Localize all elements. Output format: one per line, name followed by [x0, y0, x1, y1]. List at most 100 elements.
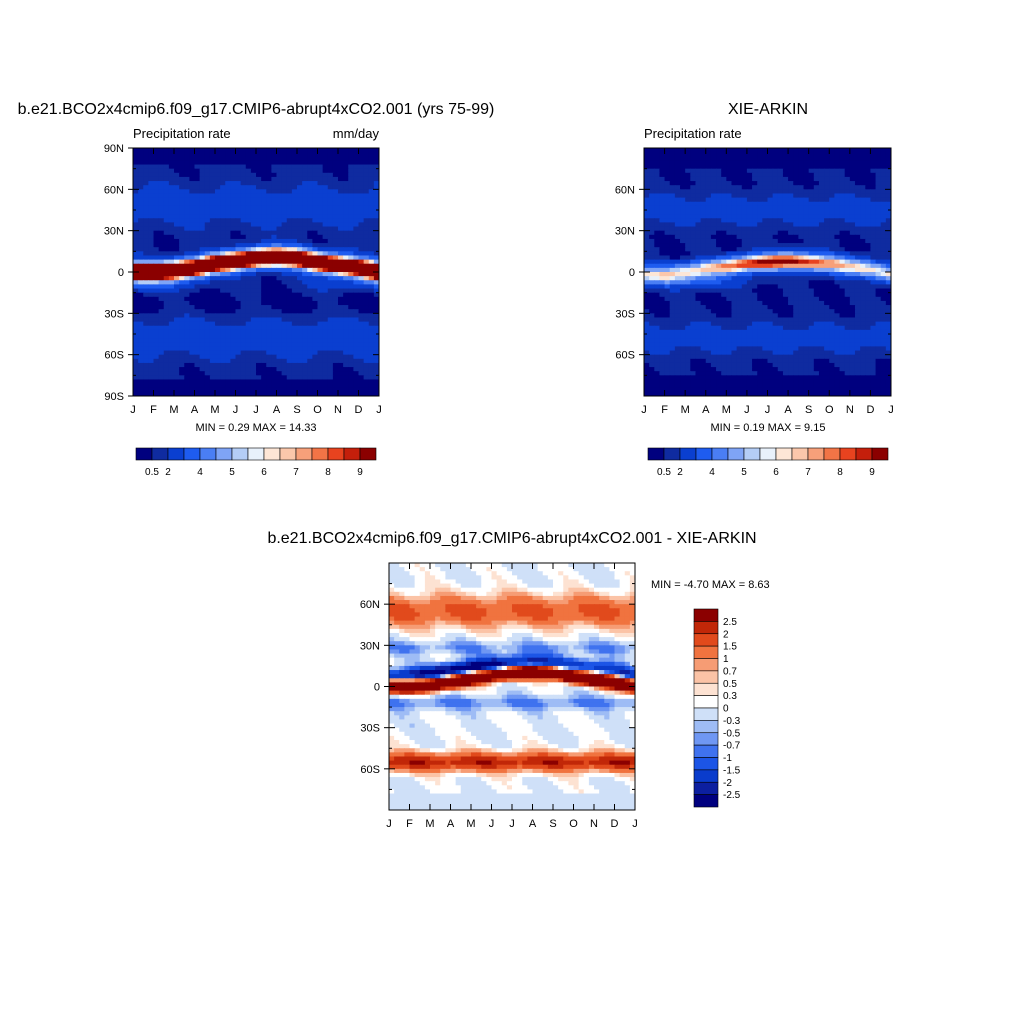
panel-model-cell: [225, 197, 231, 203]
colorbar-model-swatch: [343, 447, 361, 461]
panel-model-cell: [291, 255, 298, 261]
panel-model-cell: [286, 238, 293, 244]
panel-obs-cell: [798, 230, 805, 236]
panel-model-cell: [286, 321, 293, 327]
panel-model-cell: [312, 342, 319, 347]
panel-model-cell: [332, 164, 339, 170]
panel-model-cell: [245, 205, 252, 211]
panel-model-cell: [250, 280, 257, 285]
panel-obs-cell: [767, 234, 774, 240]
panel-model-cell: [327, 263, 334, 269]
panel-model-cell: [276, 267, 283, 273]
panel-model-cell: [348, 329, 354, 335]
panel-model-cell: [184, 181, 190, 186]
panel-model-cell: [245, 338, 252, 343]
panel-obs-cell: [700, 313, 707, 319]
panel-obs-cell: [674, 214, 681, 219]
panel-obs-cell: [695, 201, 702, 207]
panel-obs-cell: [860, 226, 866, 232]
panel-obs-cell: [829, 164, 835, 170]
panel-model-cell: [286, 251, 293, 257]
panel-model-cell: [220, 371, 226, 376]
panel-obs-cell: [875, 226, 882, 232]
panel-obs-cell: [721, 259, 727, 265]
panel-obs-cell: [885, 152, 891, 157]
panel-obs-cell: [669, 156, 676, 161]
panel-obs-cell: [880, 234, 887, 240]
panel-model-cell: [225, 371, 231, 376]
panel-obs-cell: [669, 172, 676, 178]
panel-model-cell: [179, 329, 185, 335]
panel-model-cell: [163, 152, 170, 157]
panel-model-cell: [307, 354, 313, 360]
panel-obs-cell: [690, 267, 697, 273]
panel-model-cell: [302, 313, 308, 319]
panel-obs-cell: [880, 197, 887, 203]
panel-obs-cell: [870, 292, 877, 298]
panel-model-cell: [348, 243, 354, 248]
panel-obs-cell: [798, 189, 805, 195]
panel-model-cell: [199, 172, 206, 178]
panel-model-cell: [235, 218, 242, 223]
panel-model-cell: [286, 234, 293, 240]
panel-model-cell: [184, 296, 190, 302]
panel-model-cell: [184, 226, 190, 232]
panel-obs-cell: [782, 309, 789, 314]
panel-obs-cell: [736, 296, 743, 302]
panel-model-cell: [235, 342, 242, 347]
panel-model: b.e21.BCO2x4cmip6.f09_g17.CMIP6-abrupt4x…: [18, 101, 495, 478]
panel-model-cell: [256, 367, 262, 372]
panel-model-cell: [204, 309, 211, 314]
panel-obs-cell: [695, 234, 702, 240]
panel-model-cell: [230, 234, 237, 240]
panel-model-cell: [302, 280, 308, 285]
panel-model-cell: [179, 255, 185, 261]
panel-model-cell: [276, 263, 283, 269]
panel-obs-cell: [664, 168, 671, 174]
panel-model-cell: [133, 276, 139, 281]
panel-obs-cell: [674, 156, 681, 161]
panel-obs-cell: [664, 280, 671, 285]
panel-model-x-tick-label: J: [253, 404, 259, 416]
panel-obs-cell: [654, 218, 661, 223]
panel-obs-cell: [654, 238, 661, 244]
panel-model-cell: [271, 160, 278, 166]
panel-model-cell: [148, 329, 155, 335]
panel-obs-cell: [844, 197, 851, 203]
panel-model-cell: [302, 148, 308, 153]
panel-model-cell: [348, 338, 354, 343]
panel-obs-cell: [710, 251, 717, 257]
panel-obs-cell: [803, 222, 810, 228]
panel-model-cell: [358, 325, 365, 331]
panel-obs-cell: [788, 172, 794, 178]
panel-obs-cell: [788, 218, 794, 223]
panel-model-cell: [168, 338, 175, 343]
panel-model-cell: [363, 156, 370, 161]
panel-obs-cell: [664, 272, 671, 277]
panel-obs-cell: [767, 251, 774, 257]
panel-model-cell: [363, 325, 370, 331]
panel-model-cell: [297, 230, 303, 236]
panel-model-cell: [189, 284, 196, 290]
panel-obs-cell: [716, 255, 722, 261]
panel-obs-cell: [808, 255, 815, 261]
panel-model-cell: [327, 280, 334, 285]
panel-obs-cell: [721, 234, 727, 240]
panel-obs-cell: [829, 176, 835, 182]
panel-model-cell: [235, 193, 242, 199]
panel-model-cell: [133, 201, 139, 207]
panel-model-cell: [297, 201, 303, 207]
panel-model-cell: [235, 189, 242, 195]
panel-obs-cell: [798, 176, 805, 182]
panel-model-cell: [174, 329, 180, 335]
panel-model-cell: [307, 181, 313, 186]
panel-model-cell: [240, 148, 247, 153]
panel-model-cell: [327, 292, 334, 298]
panel-model-cell: [250, 276, 257, 281]
panel-obs-cell: [885, 238, 891, 244]
panel-model-cell: [230, 325, 237, 331]
panel-model-cell: [291, 259, 298, 265]
panel-model-cell: [348, 247, 354, 252]
panel-model-cell: [338, 321, 344, 327]
panel-obs-cell: [803, 238, 810, 244]
